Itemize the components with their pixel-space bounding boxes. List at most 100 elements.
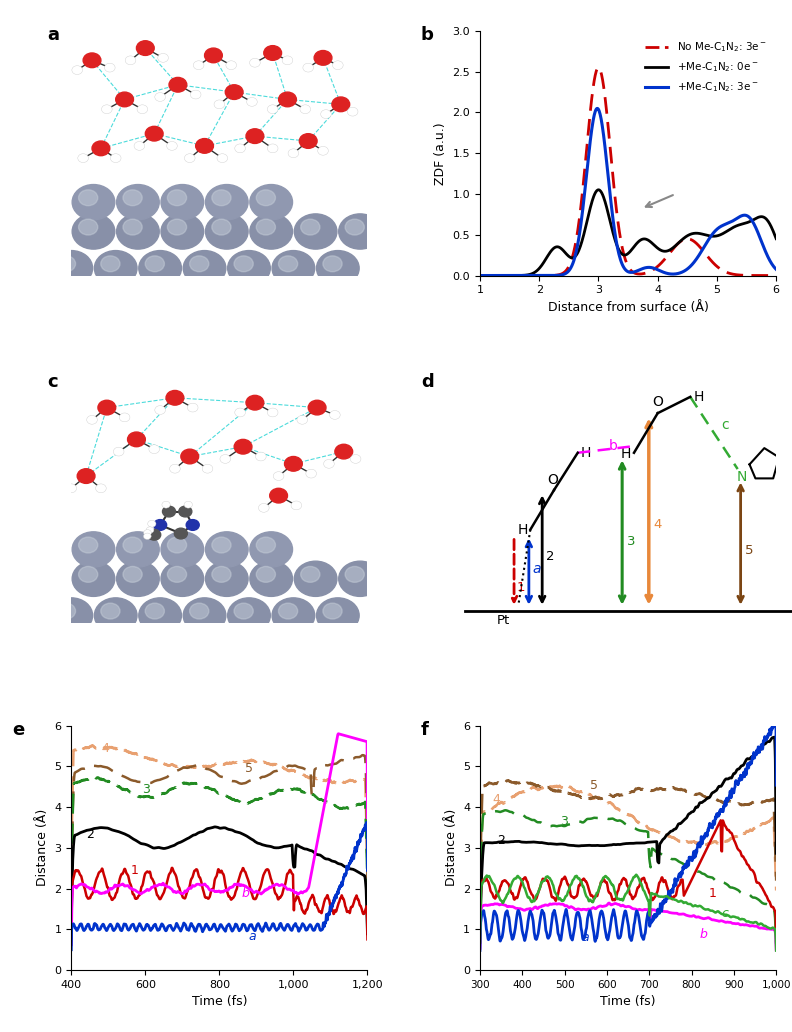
Circle shape [116, 531, 159, 567]
Circle shape [116, 92, 134, 106]
Circle shape [139, 251, 181, 286]
Circle shape [303, 63, 314, 72]
Circle shape [136, 40, 154, 56]
Circle shape [205, 214, 248, 249]
Circle shape [301, 567, 320, 582]
Circle shape [77, 469, 95, 483]
Circle shape [181, 449, 199, 463]
Circle shape [318, 147, 329, 155]
Circle shape [308, 400, 326, 415]
Text: 3: 3 [626, 535, 635, 548]
Text: O: O [653, 395, 663, 409]
Circle shape [317, 598, 359, 633]
Circle shape [166, 390, 184, 406]
Circle shape [227, 598, 270, 633]
Circle shape [123, 219, 143, 235]
Circle shape [83, 53, 101, 68]
Circle shape [205, 531, 248, 567]
Circle shape [249, 214, 292, 249]
Circle shape [161, 531, 204, 567]
Text: 2: 2 [546, 550, 554, 563]
Text: a: a [48, 26, 59, 44]
Circle shape [166, 141, 177, 151]
Circle shape [301, 219, 320, 235]
Circle shape [145, 126, 163, 141]
Circle shape [234, 143, 246, 153]
Circle shape [167, 190, 187, 205]
Circle shape [154, 406, 166, 415]
Text: a: a [249, 930, 257, 942]
X-axis label: Time (fs): Time (fs) [600, 995, 656, 1008]
Circle shape [279, 603, 298, 619]
Circle shape [154, 519, 166, 530]
Text: c: c [48, 374, 58, 391]
Circle shape [196, 138, 213, 153]
Circle shape [264, 45, 282, 60]
Circle shape [249, 561, 292, 596]
Circle shape [246, 97, 257, 106]
Circle shape [217, 154, 227, 162]
Circle shape [56, 603, 75, 619]
Circle shape [147, 526, 154, 534]
Circle shape [101, 603, 120, 619]
Circle shape [226, 61, 237, 69]
Circle shape [345, 567, 364, 582]
Text: 2: 2 [86, 828, 94, 841]
Circle shape [123, 190, 143, 205]
Circle shape [205, 561, 248, 596]
Circle shape [321, 109, 331, 119]
Y-axis label: ZDF (a.u.): ZDF (a.u.) [434, 122, 447, 185]
Circle shape [348, 107, 358, 116]
Circle shape [147, 529, 161, 540]
Circle shape [167, 537, 187, 553]
Y-axis label: Distance (Å): Distance (Å) [444, 809, 458, 886]
Circle shape [211, 567, 231, 582]
Text: 3: 3 [561, 815, 568, 829]
Circle shape [279, 256, 298, 271]
Circle shape [72, 214, 115, 249]
Circle shape [123, 537, 143, 553]
Circle shape [189, 603, 209, 619]
Circle shape [284, 456, 303, 472]
Circle shape [257, 190, 276, 205]
Circle shape [220, 454, 230, 463]
Text: N: N [737, 471, 748, 484]
Circle shape [179, 506, 192, 517]
Circle shape [86, 416, 97, 424]
Circle shape [324, 459, 334, 469]
Circle shape [257, 537, 276, 553]
Circle shape [78, 190, 97, 205]
Circle shape [234, 603, 253, 619]
Circle shape [123, 567, 143, 582]
Circle shape [128, 432, 145, 447]
Circle shape [98, 400, 116, 415]
X-axis label: Time (fs): Time (fs) [192, 995, 247, 1008]
Circle shape [282, 56, 293, 65]
Circle shape [161, 185, 204, 220]
Circle shape [134, 141, 145, 151]
Circle shape [272, 251, 314, 286]
Circle shape [96, 484, 106, 492]
Circle shape [246, 395, 264, 410]
Circle shape [335, 444, 352, 459]
Text: b: b [421, 26, 434, 44]
Circle shape [116, 561, 159, 596]
Circle shape [291, 501, 302, 510]
Circle shape [227, 251, 270, 286]
Circle shape [205, 185, 248, 220]
Circle shape [279, 92, 296, 106]
Circle shape [329, 411, 341, 419]
Circle shape [257, 567, 276, 582]
Text: 3: 3 [142, 783, 150, 796]
Circle shape [189, 256, 209, 271]
Circle shape [145, 603, 165, 619]
Circle shape [137, 105, 147, 114]
Circle shape [143, 534, 151, 540]
Circle shape [234, 440, 252, 454]
Circle shape [234, 408, 246, 417]
Text: 1: 1 [517, 581, 526, 593]
Circle shape [258, 504, 269, 512]
Circle shape [288, 149, 299, 158]
Circle shape [56, 256, 75, 271]
Circle shape [78, 537, 97, 553]
